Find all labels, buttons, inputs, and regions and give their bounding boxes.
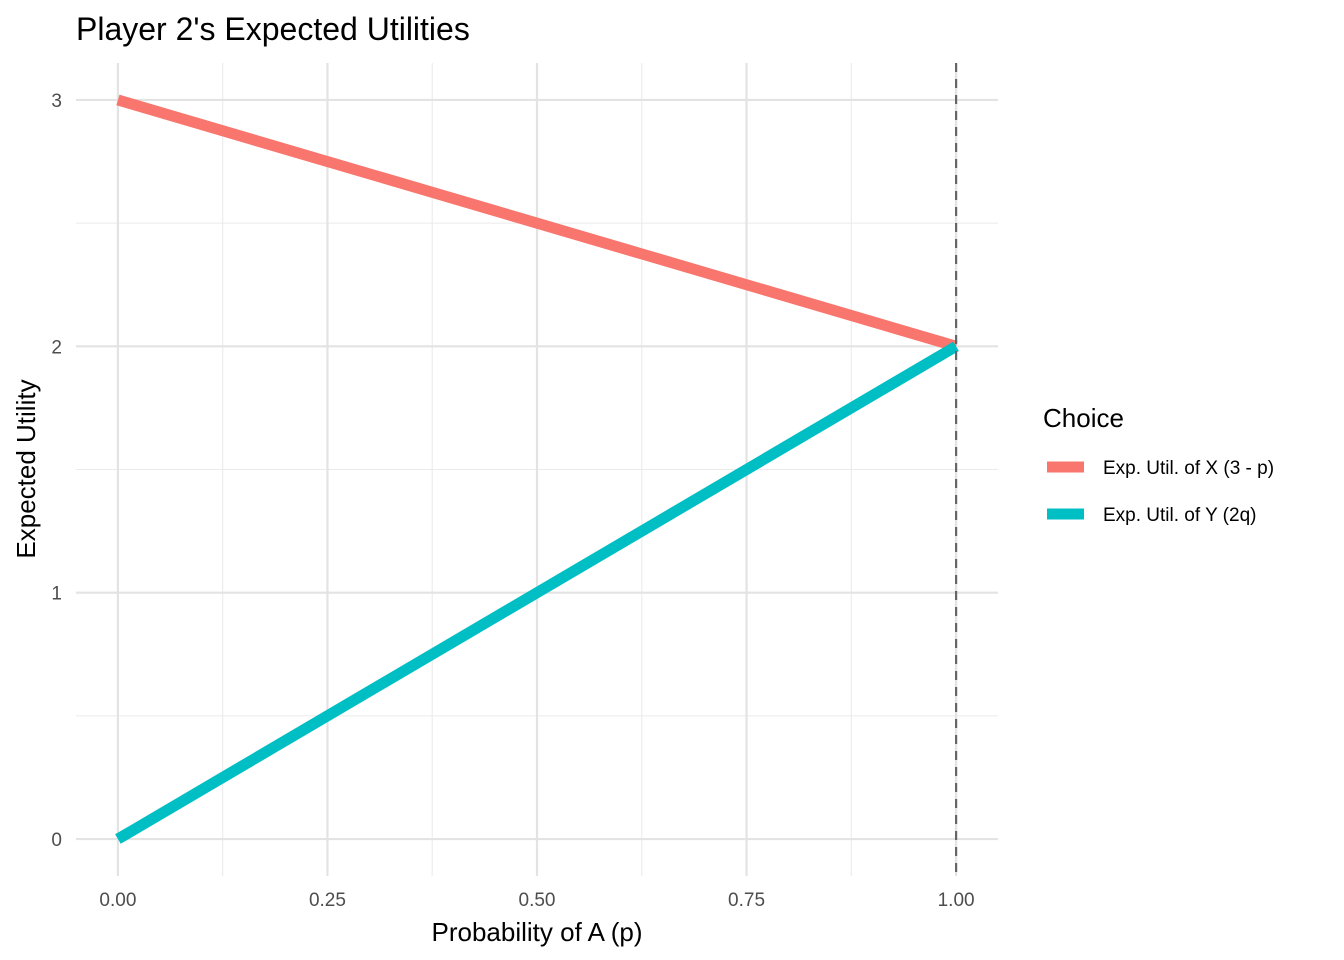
legend-label-2: Exp. Util. of Y (2q): [1103, 505, 1256, 526]
y-axis-ticks: 0 1 2 3: [51, 91, 62, 851]
x-tick-label: 0.00: [99, 890, 136, 911]
grid: [76, 63, 998, 876]
x-tick-label: 0.50: [519, 890, 556, 911]
legend-label-1: Exp. Util. of X (3 - p): [1103, 458, 1274, 479]
series-line-2: [115, 341, 959, 844]
y-tick-label: 1: [51, 584, 62, 605]
x-tick-label: 0.25: [309, 890, 346, 911]
x-axis-title: Probability of A (p): [432, 917, 643, 947]
x-tick-label: 1.00: [938, 890, 975, 911]
x-tick-label: 0.75: [728, 890, 765, 911]
legend-title: Choice: [1043, 403, 1124, 433]
y-tick-label: 2: [51, 337, 62, 358]
series-lines: [115, 94, 959, 844]
y-tick-label: 3: [51, 91, 62, 112]
x-axis-ticks: 0.00 0.25 0.50 0.75 1.00: [99, 890, 974, 911]
chart-title: Player 2's Expected Utilities: [76, 11, 470, 47]
series-line-1: [116, 94, 958, 352]
y-tick-label: 0: [51, 830, 62, 851]
y-axis-title: Expected Utility: [11, 379, 41, 558]
legend: Choice Exp. Util. of X (3 - p) Exp. Util.…: [1043, 403, 1274, 526]
